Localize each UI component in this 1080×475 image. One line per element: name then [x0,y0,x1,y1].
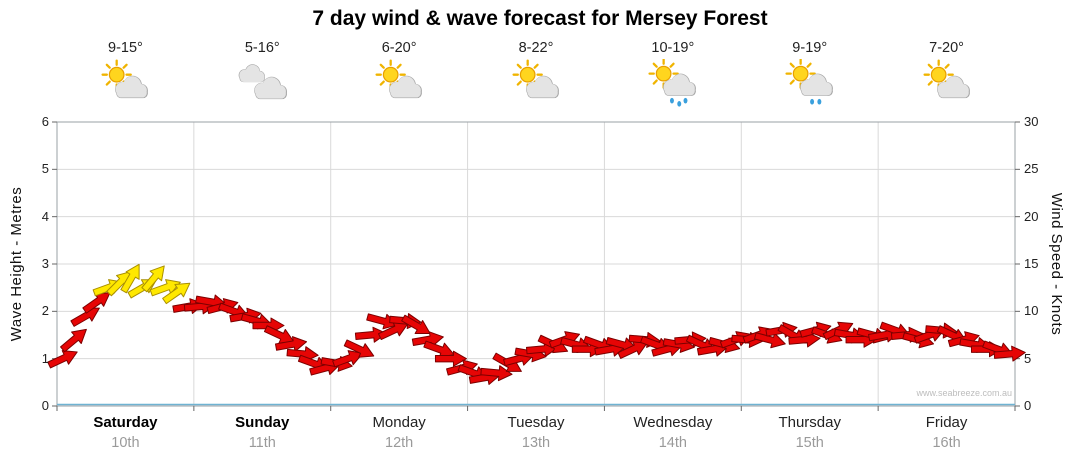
day-name: Saturday [93,414,158,431]
wind-arrow [377,321,409,341]
cloud-icon [662,73,696,97]
weather-icon-sun-cloud [101,59,149,99]
day-temp-range: 7-20° [929,40,964,56]
day-label-wednesday: Wednesday 14th [604,414,741,451]
weather-icon-sun-cloud-light-rain [785,58,833,105]
day-name: Tuesday [507,414,565,431]
cloud-icon [389,75,423,99]
cloud-icon [238,64,266,83]
weather-icon-sun-cloud-showers [648,58,696,107]
wind-arrow [162,282,191,305]
day-date: 11th [248,435,276,451]
day-date: 14th [658,435,687,451]
day-label-tuesday: Tuesday 13th [468,414,605,451]
wind-arrow [252,317,285,334]
watermark: www.seabreeze.com.au [916,388,1012,398]
left-axis-tick: 4 [41,208,49,224]
day-column-wednesday: 10-19° [604,40,741,107]
day-name: Thursday [778,414,841,431]
cloud-icon [254,76,288,100]
day-name: Sunday [235,414,290,431]
day-column-monday: 6-20° [331,40,468,107]
wind-arrow [141,265,165,293]
rain-icon [809,98,822,105]
left-axis-tick: 5 [41,161,49,177]
wind-arrow [753,332,786,349]
day-column-tuesday: 8-22° [468,40,605,107]
day-labels: Saturday 10th Sunday 11th Monday 12th Tuesday 1… [57,414,1015,451]
left-axis-tick: 6 [41,114,49,129]
day-temp-range: 6-20° [381,40,417,56]
day-label-monday: Monday 12th [331,414,468,451]
right-axis-tick: 10 [1024,303,1039,319]
weather-icon-sun-cloud [923,59,970,99]
sun-icon [512,59,543,90]
wind-arrow [274,336,308,352]
wind-arrow [401,314,431,334]
cloud-icon [526,75,559,99]
day-temp-range: 10-19° [651,40,695,56]
day-column-friday: 7-20° [878,40,1015,107]
day-date: 15th [795,435,824,451]
wind-arrow [617,340,648,359]
chart-title: 7 day wind & wave forecast for Mersey Fo… [312,7,768,30]
wind-arrow [149,279,181,297]
wind-arrow [434,350,467,367]
day-date: 10th [111,435,140,451]
cloud-icon [799,73,833,97]
day-temp-range: 9-15° [108,40,143,56]
day-label-thursday: Thursday 15th [741,414,878,451]
wind-arrow [82,292,111,314]
right-axis-tick: 25 [1024,161,1039,177]
right-axis-tick: 0 [1024,398,1032,413]
day-name: Monday [372,414,426,431]
day-name: Wednesday [633,414,713,431]
right-axis-tick: 20 [1024,208,1039,224]
day-label-friday: Friday 16th [878,414,1015,451]
cloud-icon [936,75,970,99]
wind-arrow [411,331,444,348]
day-column-sunday: 5-16° [194,40,331,107]
day-column-saturday: 9-15° [57,40,194,107]
day-label-sunday: Sunday 11th [194,414,331,451]
rain-icon [669,97,688,107]
left-axis-tick: 2 [41,303,49,319]
right-axis-tick: 30 [1024,114,1039,129]
wind-arrow [480,365,513,382]
days-header: 9-15° 5-16° 6-20° 8-22° 10-19° 9-19° 7-20° [57,40,1015,107]
wind-arrow [47,350,78,369]
left-axis-tick: 0 [41,398,49,413]
right-axis-tick: 5 [1024,350,1032,366]
right-axis-title: Wind Speed - Knots [1048,192,1065,336]
wind-arrow [332,350,364,368]
day-temp-range: 5-16° [244,40,280,56]
day-label-saturday: Saturday 10th [57,414,194,451]
left-axis-tick: 3 [41,256,49,271]
day-date: 12th [385,435,414,451]
day-date: 16th [932,435,961,451]
wind-arrow [286,346,319,363]
cloud-icon [115,75,149,99]
day-date: 13th [521,435,551,451]
left-axis-tick: 1 [41,350,49,366]
sun-icon [923,59,954,90]
day-column-thursday: 9-19° [741,40,878,107]
wind-arrow [343,339,375,358]
wind-arrow [60,328,87,353]
right-axis-tick: 15 [1024,256,1039,271]
wind-arrow [993,345,1026,362]
weather-icon-sun-cloud [512,59,559,99]
day-name: Friday [925,414,968,431]
wind-arrow [120,263,140,294]
day-temp-range: 9-19° [792,40,828,56]
weather-icon-sun-cloud [375,59,423,99]
weather-icon-cloud [238,64,288,100]
day-temp-range: 8-22° [518,40,554,56]
